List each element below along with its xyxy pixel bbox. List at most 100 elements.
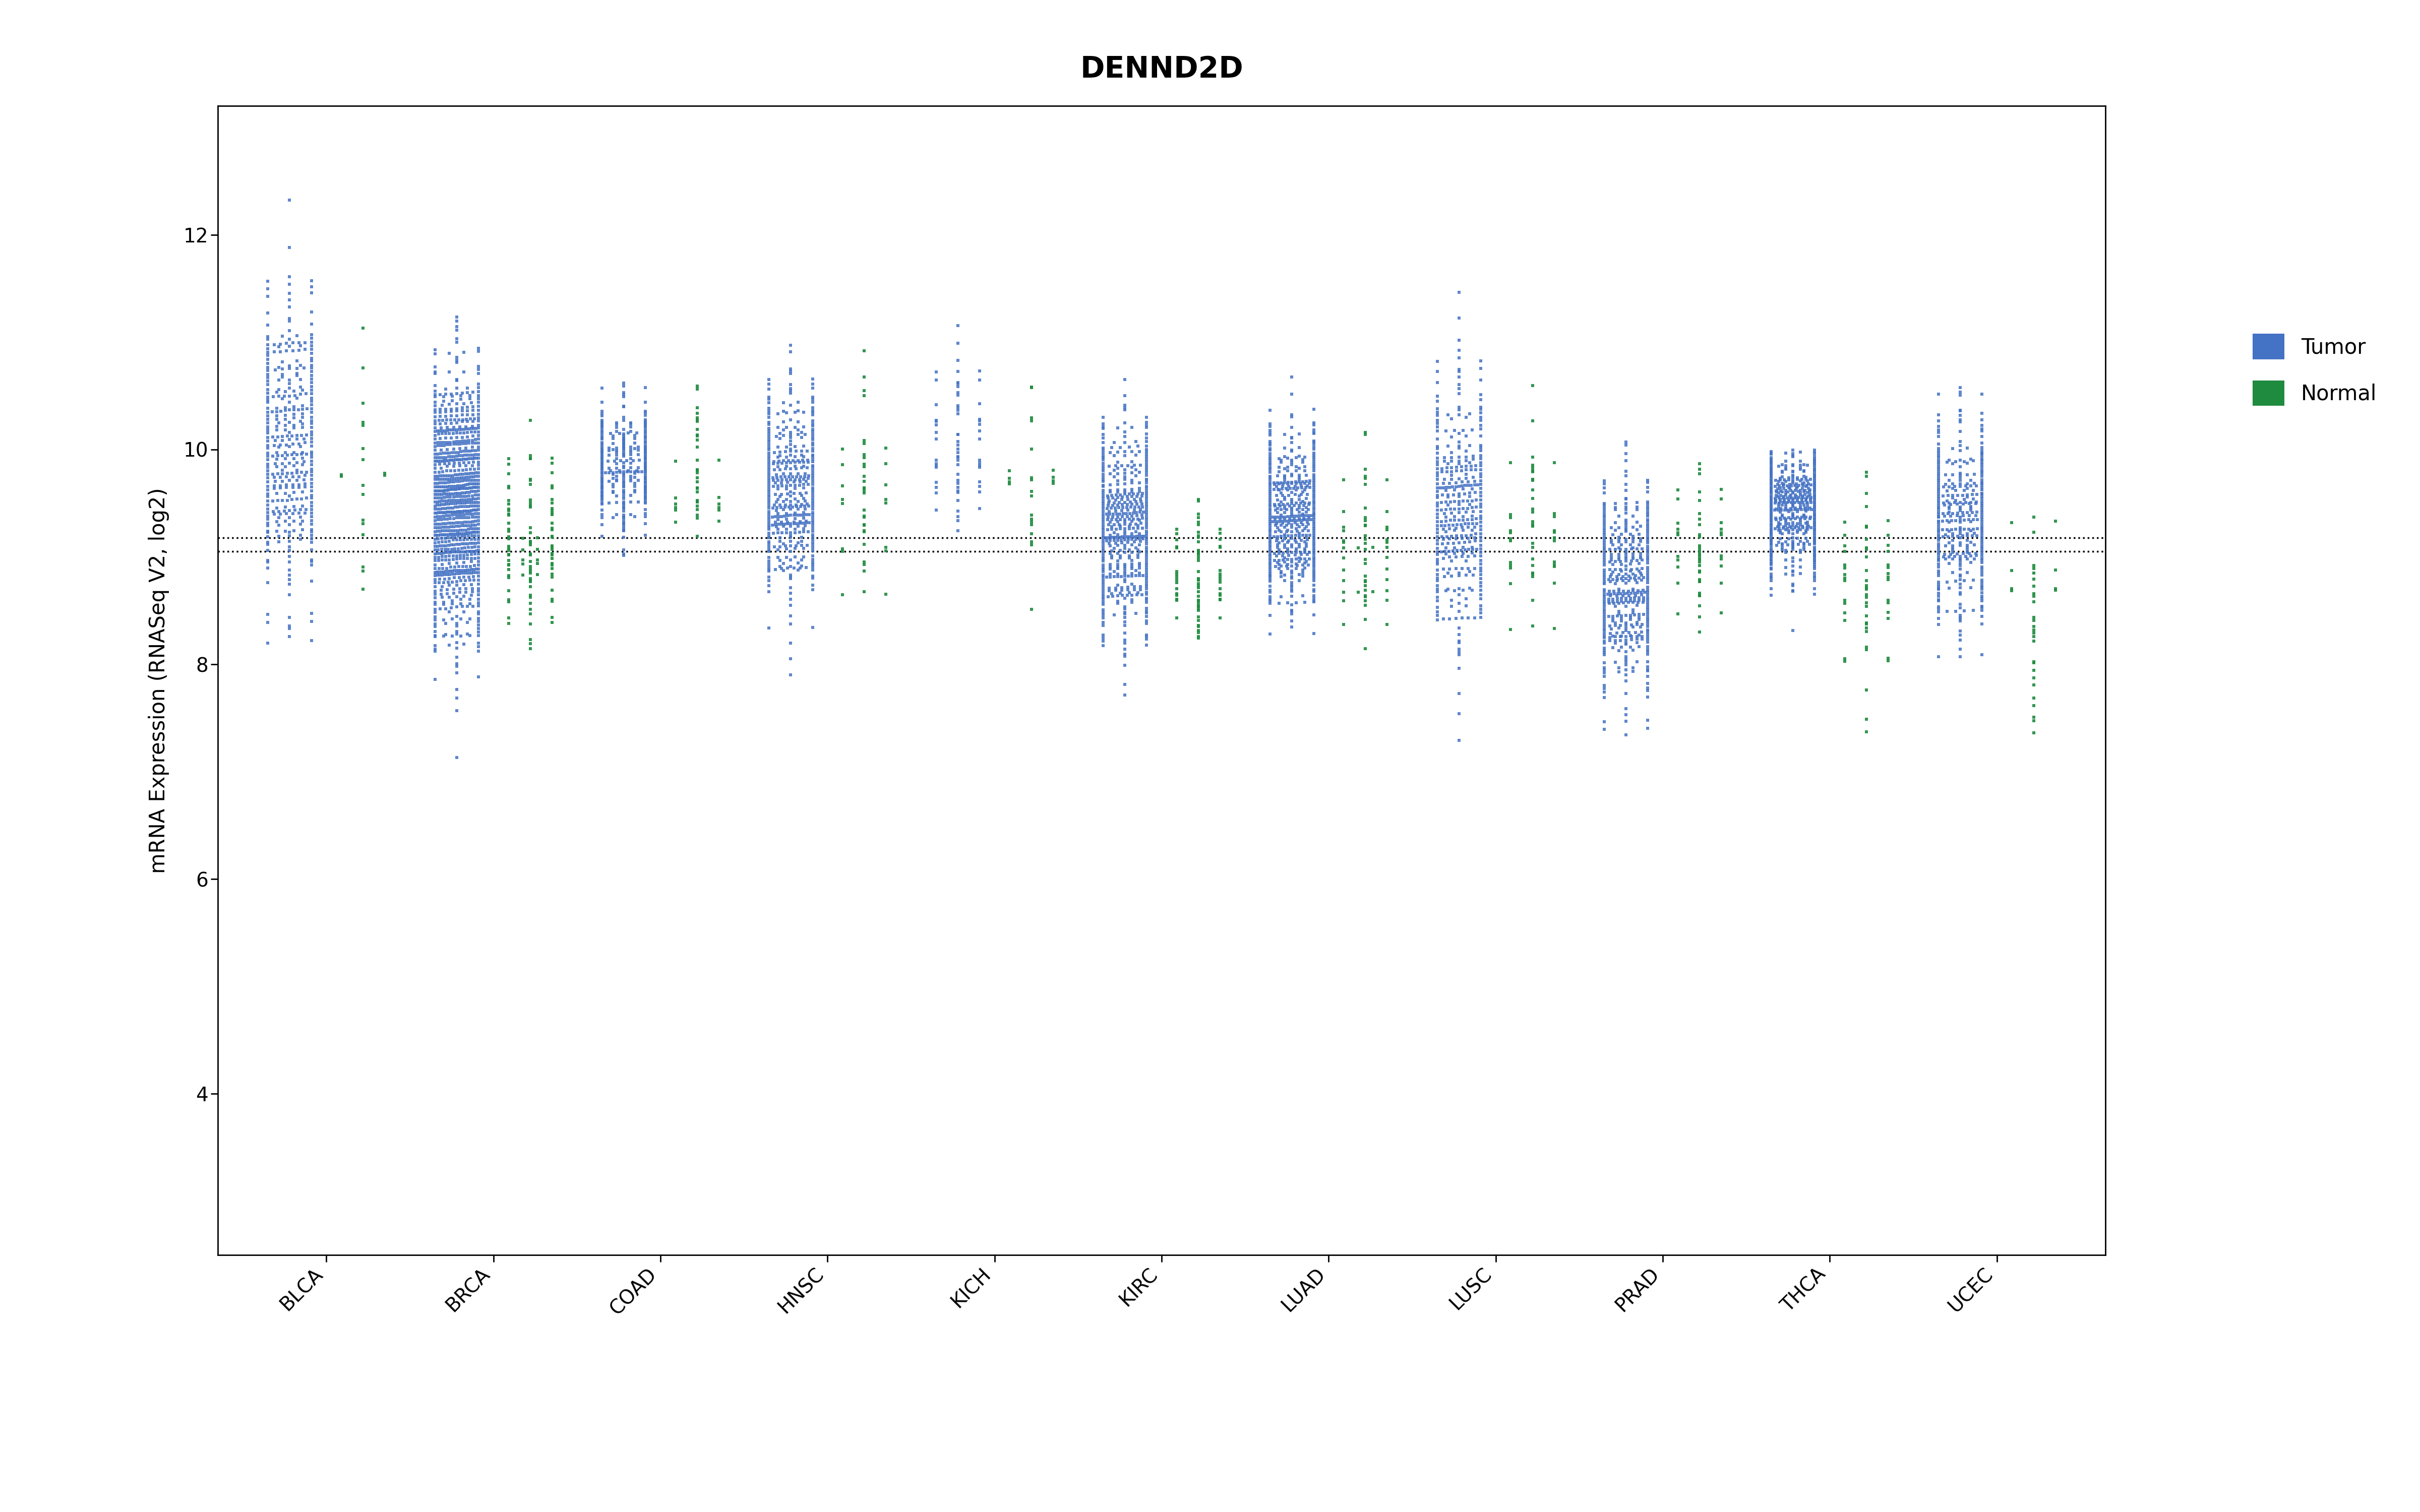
Point [1418,552,1457,576]
Point [1094,493,1133,517]
Point [1266,422,1304,446]
Point [590,458,629,482]
Point [1948,485,1987,510]
Point [249,478,288,502]
Point [1440,452,1479,476]
Point [1442,606,1481,631]
Point [627,431,666,455]
Point [460,426,499,451]
Point [1953,569,1992,593]
Point [1251,449,1290,473]
Point [419,534,457,558]
Point [1796,514,1834,538]
Point [767,470,806,494]
Point [1926,503,1965,528]
Point [786,555,825,579]
Point [1128,572,1166,596]
Point [1602,603,1641,627]
Point [765,494,803,519]
Point [1106,643,1145,667]
Point [794,425,832,449]
Point [627,423,666,448]
Point [1113,528,1152,552]
Point [583,470,622,494]
Point [777,534,816,558]
Point [460,528,499,552]
Point [789,466,828,490]
Point [1084,562,1123,587]
Point [794,390,832,414]
Point [1200,587,1239,611]
Point [760,513,799,537]
Point [1445,508,1483,532]
Point [1759,491,1798,516]
Point [1285,547,1324,572]
Point [450,490,489,514]
Point [1941,434,1980,458]
Point [1435,478,1474,502]
Point [1919,606,1958,631]
Point [438,537,477,561]
Point [428,408,467,432]
Point [1846,620,1885,644]
Point [1457,511,1496,535]
Point [1440,475,1479,499]
Point [760,535,799,559]
Point [615,505,653,529]
Point [789,448,828,472]
Point [1788,484,1827,508]
Point [431,532,469,556]
Point [448,399,486,423]
Point [1091,526,1130,550]
Point [421,457,460,481]
Point [772,438,811,463]
Point [1353,579,1392,603]
Point [1283,511,1321,535]
Point [961,419,999,443]
Point [433,467,472,491]
Point [1425,564,1464,588]
Point [1948,538,1987,562]
Point [271,605,310,629]
Point [271,550,310,575]
Point [765,390,803,414]
Point [755,493,794,517]
Point [416,423,455,448]
Point [1118,484,1157,508]
Point [1624,556,1663,581]
Point [1447,423,1486,448]
Point [1776,490,1815,514]
Point [433,482,472,507]
Point [254,473,293,497]
Point [1752,494,1791,519]
Point [1367,531,1406,555]
Point [1101,544,1140,569]
Point [1283,479,1321,503]
Point [1462,472,1500,496]
Point [1612,558,1650,582]
Point [583,413,622,437]
Point [1440,280,1479,304]
Point [794,372,832,396]
Point [1084,585,1123,609]
Point [431,432,469,457]
Point [1263,472,1302,496]
Point [1929,525,1967,549]
Point [1953,487,1992,511]
Point [1346,584,1384,608]
Point [1430,472,1469,496]
Point [261,333,300,357]
Point [1258,472,1297,496]
Point [1612,624,1650,649]
Point [627,437,666,461]
Point [1621,569,1660,593]
Point [416,534,455,558]
Point [433,429,472,454]
Point [266,473,305,497]
Point [620,448,658,472]
Point [1367,588,1406,612]
Point [264,458,302,482]
Point [424,442,462,466]
Point [627,455,666,479]
Point [1919,525,1958,549]
